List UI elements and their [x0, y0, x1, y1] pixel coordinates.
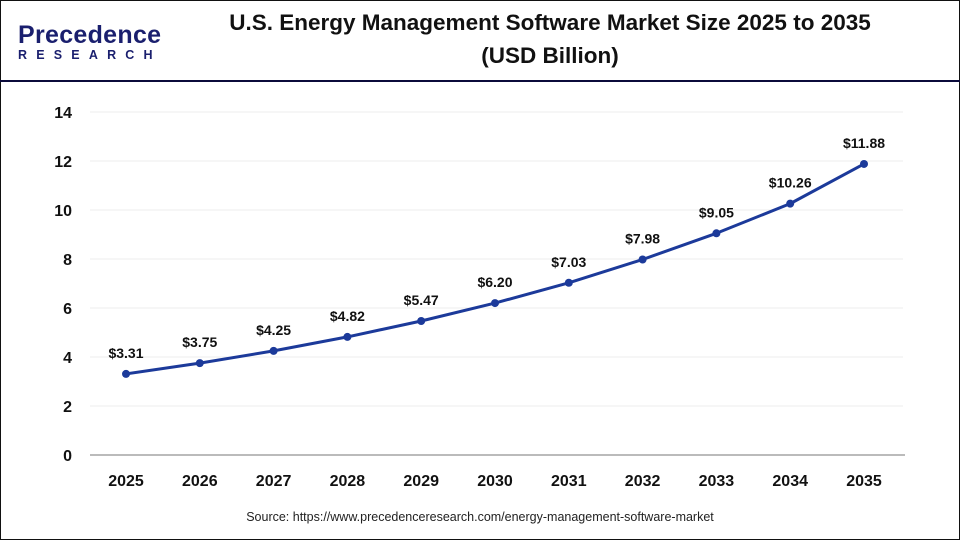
x-tick-label: 2035	[846, 473, 882, 490]
logo: Precedence RESEARCH	[18, 21, 162, 62]
data-label: $7.98	[625, 230, 660, 246]
y-tick-label: 6	[63, 301, 72, 318]
title-line-2: (USD Billion)	[481, 43, 619, 68]
data-point	[269, 346, 278, 355]
x-tick-label: 2033	[699, 473, 735, 490]
data-point	[786, 199, 795, 208]
data-label: $3.75	[182, 334, 217, 350]
data-label: $4.82	[330, 308, 365, 324]
x-tick-label: 2034	[772, 473, 808, 490]
data-point	[491, 299, 499, 308]
logo-text: Precedence	[18, 21, 162, 49]
data-point	[122, 369, 130, 378]
data-label: $7.03	[551, 254, 586, 270]
x-tick-label: 2027	[256, 473, 292, 490]
data-label: $6.20	[477, 274, 512, 290]
data-label: $11.88	[843, 135, 885, 151]
x-tick-label: 2029	[403, 473, 439, 490]
data-point	[417, 316, 426, 325]
x-tick-label: 2028	[330, 473, 366, 490]
data-point	[860, 159, 868, 168]
x-tick-label: 2031	[551, 473, 587, 490]
y-tick-label: 4	[63, 350, 72, 367]
y-tick-label: 12	[54, 154, 72, 171]
y-tick-label: 14	[54, 105, 72, 122]
data-label: $3.31	[108, 345, 143, 361]
source-note: Source: https://www.precedenceresearch.c…	[246, 510, 714, 524]
data-point	[712, 229, 721, 238]
data-point	[564, 278, 573, 287]
y-tick-label: 2	[63, 399, 72, 416]
data-point	[195, 359, 204, 368]
x-tick-label: 2026	[182, 473, 218, 490]
y-tick-label: 0	[63, 448, 72, 465]
header-divider	[0, 80, 960, 82]
data-point	[343, 332, 352, 341]
y-tick-label: 8	[63, 252, 72, 269]
data-label: $9.05	[699, 204, 734, 220]
data-label: $10.26	[769, 175, 812, 191]
title-line-1: U.S. Energy Management Software Market S…	[229, 10, 871, 35]
x-tick-label: 2030	[477, 473, 513, 490]
x-tick-label: 2025	[108, 473, 144, 490]
logo-subtext: RESEARCH	[18, 48, 162, 62]
data-label: $4.25	[256, 322, 291, 338]
x-tick-label: 2032	[625, 473, 661, 490]
data-label: $5.47	[404, 292, 439, 308]
data-point	[638, 255, 647, 264]
y-tick-label: 10	[54, 203, 72, 220]
series-line	[125, 162, 865, 376]
chart-title: U.S. Energy Management Software Market S…	[190, 6, 910, 72]
